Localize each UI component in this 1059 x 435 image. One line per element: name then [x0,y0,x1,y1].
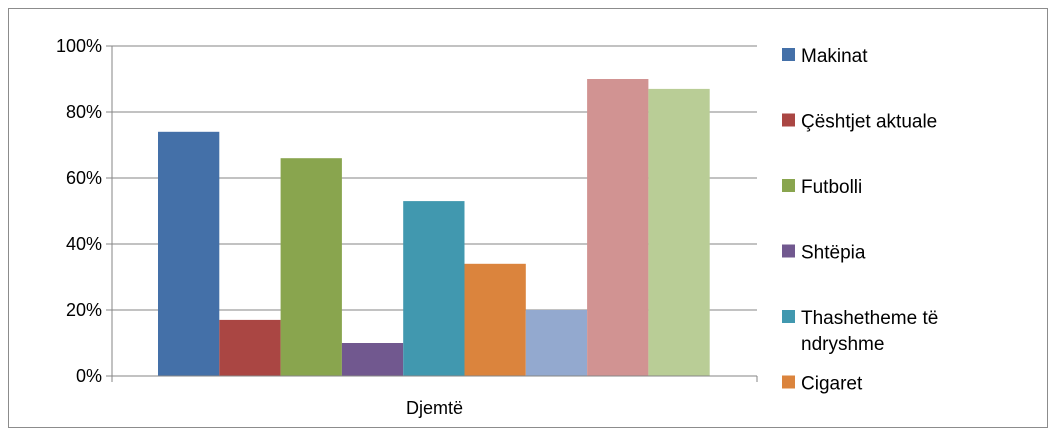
legend-label: Çështjet aktuale [801,112,937,133]
legend-label: Makinat [801,46,868,67]
y-tick-label: 80% [66,102,102,122]
legend-label: Futbolli [801,177,862,198]
legend-label: Cigaret [801,374,863,395]
y-tick-label: 20% [66,300,102,320]
y-tick-label: 40% [66,234,102,254]
legend-swatch [782,310,795,323]
bar [648,88,710,377]
bar [587,79,649,376]
axes: 0% 20% 40% 60% 80% 100% Djemtë [56,36,758,418]
bar [219,319,281,376]
legend-swatch [782,179,795,192]
bar [525,310,588,376]
bar [403,201,465,376]
bar [464,263,526,376]
chart-frame: 0% 20% 40% 60% 80% 100% Djemtë Makinat Çështjet… [8,8,1048,428]
legend-label: Shtëpia [801,243,866,264]
bar [158,131,220,376]
legend-label: Thashetheme të [801,308,938,329]
bars [158,79,710,377]
legend-swatch [782,48,795,61]
bar [341,343,404,376]
legend: Makinat Çështjet aktuale Futbolli Shtëpia Th… [782,46,938,395]
legend-label: ndryshme [801,334,884,355]
x-category-label: Djemtë [406,398,463,418]
legend-swatch [782,244,795,258]
y-tick-label: 0% [76,366,102,386]
y-tick-label: 100% [56,36,102,56]
legend-swatch [782,375,795,389]
y-tick-label: 60% [66,168,102,188]
legend-swatch [782,113,795,127]
bar-chart: 0% 20% 40% 60% 80% 100% Djemtë Makinat Çështjet… [56,36,938,418]
bar [280,158,342,376]
